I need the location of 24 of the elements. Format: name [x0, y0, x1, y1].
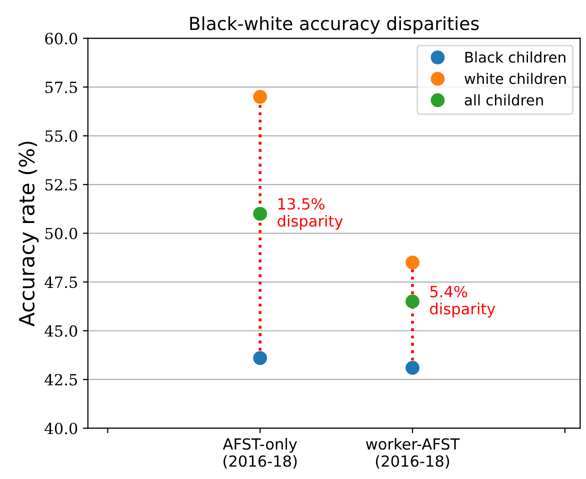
- x-tick-label: AFST-only (2016-18): [222, 438, 298, 469]
- point: [406, 294, 420, 308]
- x-tick-label: worker-AFST (2016-18): [366, 438, 460, 469]
- y-tick-label: 55.0: [45, 130, 78, 142]
- y-tick-label: 50.0: [45, 228, 78, 240]
- point: [253, 351, 268, 365]
- point: [253, 90, 268, 104]
- legend-label: Black children: [465, 51, 566, 63]
- y-tick-label: 42.5: [44, 374, 77, 386]
- point: [253, 206, 268, 221]
- annotation: 5.4% disparity: [430, 286, 496, 318]
- legend-label: all children: [464, 94, 543, 106]
- y-axis-title: Accuracy rate (%): [18, 142, 39, 326]
- y-tick-label: 40.0: [44, 422, 78, 434]
- point: [406, 256, 420, 270]
- y-tick-label: 52.5: [45, 179, 77, 191]
- legend-label: white children: [464, 72, 566, 84]
- y-tick-label: 47.5: [44, 276, 77, 288]
- chart-title: Black-white accuracy disparities: [190, 16, 479, 34]
- point: [406, 360, 420, 375]
- annotation: 13.5% disparity: [278, 198, 343, 230]
- y-tick-label: 60.0: [45, 32, 78, 44]
- y-tick-label: 45.0: [44, 325, 78, 337]
- y-tick-label: 57.5: [45, 82, 77, 94]
